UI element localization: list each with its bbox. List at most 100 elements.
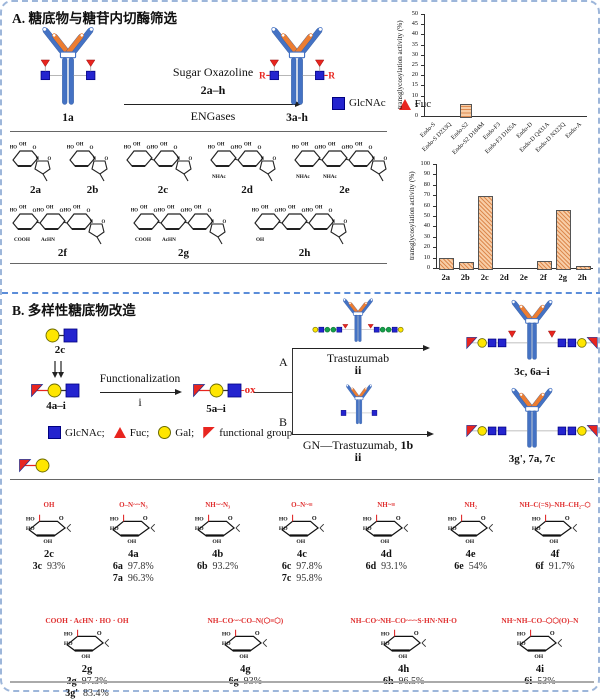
svg-text:N: N bbox=[90, 220, 94, 225]
sugar-id: 2e bbox=[339, 184, 349, 196]
svg-text:OH: OH bbox=[43, 539, 52, 544]
y-tick: 20 bbox=[410, 243, 430, 250]
svg-text:O: O bbox=[414, 631, 419, 637]
svg-text:NHAc: NHAc bbox=[212, 174, 227, 180]
svg-text:HO: HO bbox=[110, 516, 119, 522]
svg-text:COOH: COOH bbox=[135, 237, 151, 243]
svg-text:R: R bbox=[259, 72, 266, 82]
panel-b-legend: GlcNAc; Fuc; Gal; functional group bbox=[48, 426, 301, 439]
product-id: 7c bbox=[282, 573, 291, 584]
y-tick: 35 bbox=[398, 41, 418, 48]
yield-value: 93.2% bbox=[213, 561, 239, 572]
svg-text:HO: HO bbox=[279, 209, 287, 214]
svg-text:N: N bbox=[36, 157, 40, 162]
bar-2g bbox=[556, 210, 571, 270]
svg-text:HO: HO bbox=[363, 516, 372, 522]
svg-text:HO: HO bbox=[292, 146, 299, 151]
svg-text:HO: HO bbox=[381, 641, 390, 647]
svg-text:OH: OH bbox=[296, 539, 305, 544]
svg-text:OH: OH bbox=[81, 654, 90, 659]
svg-text:OH: OH bbox=[355, 143, 363, 148]
svg-text:HO: HO bbox=[37, 209, 45, 214]
svg-text:OH: OH bbox=[549, 539, 558, 544]
svg-text:OH: OH bbox=[465, 539, 474, 544]
functional-group-text: NH–C(=S)–NH–CH₂–⬡ bbox=[518, 483, 591, 510]
svg-text:N: N bbox=[177, 157, 181, 162]
step-ii-label-b: ii bbox=[278, 450, 438, 465]
compound-id: 4e bbox=[466, 549, 476, 561]
svg-text:O: O bbox=[396, 516, 401, 522]
functional-group-text: O–N~≡ bbox=[290, 483, 314, 510]
svg-text:O: O bbox=[369, 146, 373, 151]
glcnac-icon bbox=[332, 97, 345, 110]
functional-group-text: NH–CO~NH–CO~~~S·HN·NH·O bbox=[349, 590, 458, 625]
svg-text:HO: HO bbox=[448, 516, 457, 522]
svg-text:OH: OH bbox=[328, 143, 336, 148]
y-tick: 80 bbox=[410, 181, 430, 188]
svg-text:HO: HO bbox=[151, 146, 159, 151]
bar-Endo-S2 bbox=[460, 104, 472, 118]
svg-text:OH: OH bbox=[301, 143, 309, 148]
product-id: 7a bbox=[113, 573, 123, 584]
compound-id: 4f bbox=[551, 549, 560, 561]
svg-text:HO: HO bbox=[363, 526, 372, 532]
compound-id: 4b bbox=[212, 549, 223, 561]
bar-2f bbox=[537, 261, 552, 270]
svg-text:O: O bbox=[228, 516, 233, 522]
product-id: 6c bbox=[282, 561, 291, 572]
svg-text:O: O bbox=[565, 516, 570, 522]
functional-group-text: O–N~~N₃ bbox=[118, 483, 148, 510]
svg-text:OH: OH bbox=[240, 654, 249, 659]
svg-text:HO: HO bbox=[346, 146, 354, 151]
svg-text:OH: OH bbox=[76, 143, 84, 148]
svg-text:HO: HO bbox=[517, 631, 526, 637]
bracket-stem bbox=[254, 392, 292, 393]
sugar-id: 2c bbox=[158, 184, 168, 196]
svg-text:HO: HO bbox=[26, 516, 35, 522]
plot-area bbox=[424, 14, 587, 117]
svg-text:OH: OH bbox=[244, 143, 252, 148]
functionalization-label: Functionalization bbox=[84, 373, 196, 385]
antibody-1a bbox=[16, 22, 120, 112]
step-i-label: i bbox=[100, 395, 180, 410]
svg-text:O: O bbox=[481, 516, 486, 522]
svg-text:O: O bbox=[384, 157, 388, 162]
x-tick: 2g bbox=[553, 272, 573, 282]
svg-text:HO: HO bbox=[158, 209, 166, 214]
svg-text:AcHN: AcHN bbox=[41, 237, 55, 243]
bar-2h bbox=[576, 266, 591, 270]
y-tick: 10 bbox=[398, 92, 418, 99]
functional-group-text: NH~NH–CO–⬡⬡(O)–N bbox=[500, 590, 579, 625]
product-b-label: 3g', 7a, 7c bbox=[468, 453, 596, 465]
sugar-id: 2a bbox=[30, 184, 41, 196]
oxazoline-suffix: -ox bbox=[241, 384, 256, 396]
x-tick: 2e bbox=[514, 272, 534, 282]
y-tick: 20 bbox=[398, 71, 418, 78]
arrow-path-a bbox=[292, 348, 428, 349]
y-tick: 60 bbox=[410, 202, 430, 209]
antibody-product-a bbox=[464, 298, 600, 364]
svg-text:OH: OH bbox=[167, 206, 175, 211]
svg-text:O: O bbox=[143, 516, 148, 522]
svg-text:NHAc: NHAc bbox=[296, 174, 311, 180]
svg-text:O: O bbox=[33, 146, 37, 151]
svg-text:OH: OH bbox=[19, 206, 27, 211]
